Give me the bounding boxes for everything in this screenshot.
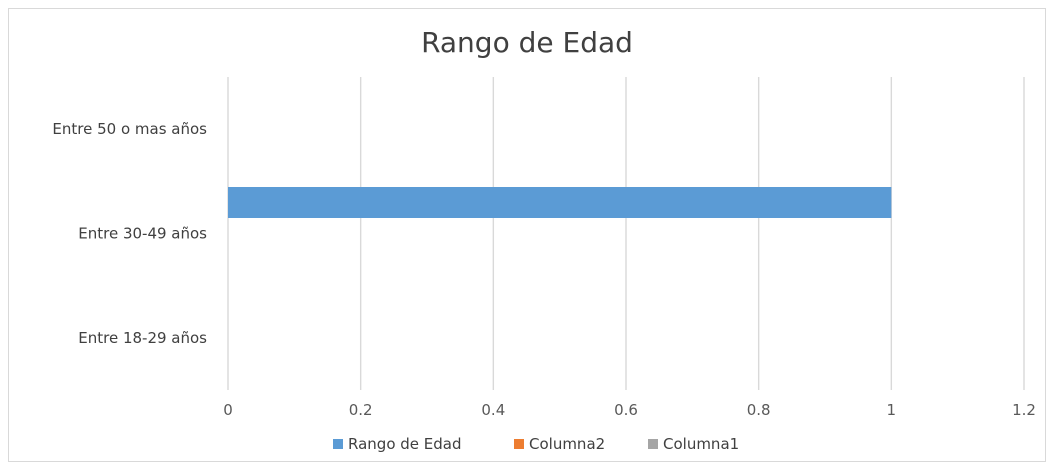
x-tick-label: 0 — [223, 401, 233, 419]
y-tick-label: Entre 50 o mas años — [52, 120, 207, 138]
bars — [228, 187, 892, 218]
x-axis-labels: 0 0.2 0.4 0.6 0.8 1 1.2 — [223, 401, 1036, 419]
chart-title: Rango de Edad — [421, 26, 633, 59]
y-tick-label: Entre 30-49 años — [78, 225, 207, 243]
gridlines — [227, 77, 1025, 390]
x-tick-label: 0.6 — [614, 401, 638, 419]
legend-label: Columna2 — [529, 435, 605, 453]
legend-label: Rango de Edad — [348, 435, 462, 453]
legend-swatch — [514, 439, 524, 449]
y-axis-labels: Entre 18-29 años Entre 30-49 años Entre 50… — [52, 120, 207, 347]
x-tick-label: 1.2 — [1012, 401, 1036, 419]
chart-frame — [8, 8, 1046, 462]
x-tick-label: 0.2 — [349, 401, 373, 419]
legend-label: Columna1 — [663, 435, 739, 453]
x-tick-label: 0.4 — [481, 401, 505, 419]
legend: Rango de Edad Columna2 Columna1 — [333, 435, 739, 453]
x-tick-label: 0.8 — [747, 401, 771, 419]
legend-swatch — [648, 439, 658, 449]
legend-swatch — [333, 439, 343, 449]
x-tick-label: 1 — [887, 401, 897, 419]
bar — [228, 187, 892, 218]
y-tick-label: Entre 18-29 años — [78, 329, 207, 347]
